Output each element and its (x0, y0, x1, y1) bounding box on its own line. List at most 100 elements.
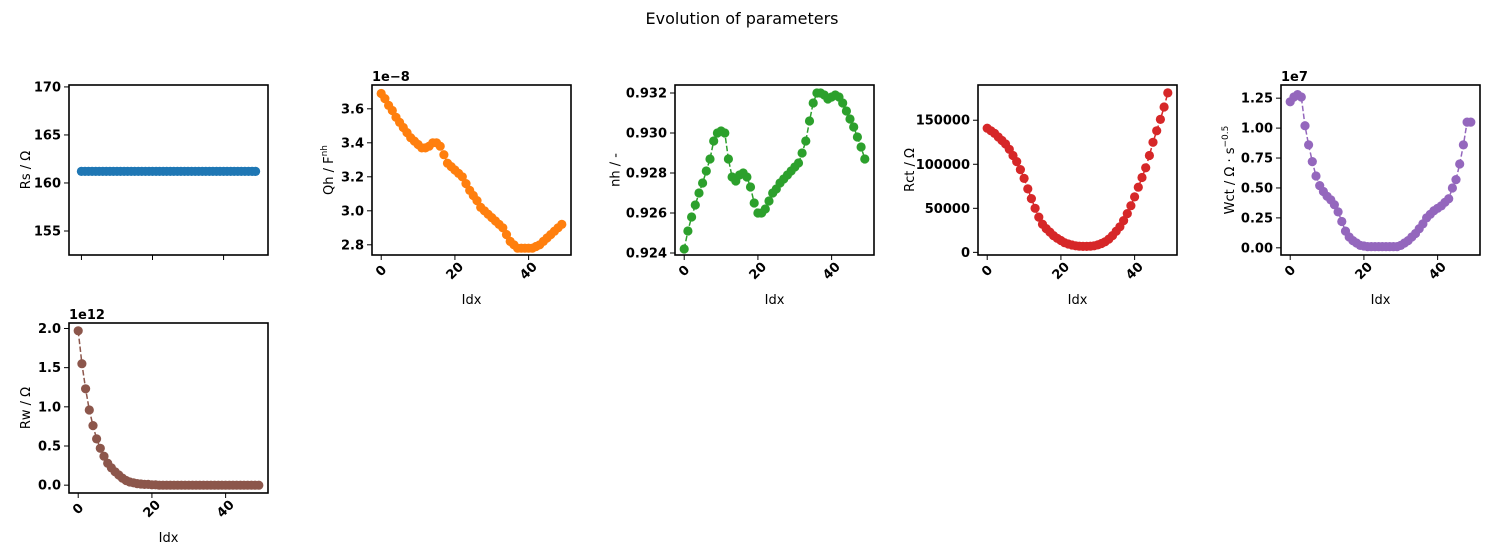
data-point (1026, 194, 1036, 204)
data-point (1458, 140, 1468, 150)
y-tick-label: 0.932 (626, 87, 667, 102)
data-point (1304, 140, 1314, 150)
y-tick-label: 1.5 (38, 361, 61, 376)
figure-title: Evolution of parameters (646, 9, 839, 28)
y-tick-label: 3.2 (341, 170, 364, 185)
x-tick-label: 40 (820, 260, 843, 283)
x-axis-label: Idx (765, 293, 785, 308)
y-tick-label: 155 (34, 224, 61, 239)
data-point (1333, 207, 1343, 217)
y-tick-label: 150000 (916, 114, 970, 129)
series-line-wct (1289, 93, 1471, 248)
data-point (679, 244, 689, 254)
y-axis-label: Rct / Ω (903, 148, 918, 192)
x-tick-label: 0 (373, 263, 390, 280)
data-point (254, 480, 264, 490)
series-line-rct (986, 92, 1169, 248)
axis-offset-text: 1e12 (69, 308, 105, 323)
data-point (1034, 212, 1044, 222)
y-tick-label: 0.50 (1241, 181, 1273, 196)
y-tick-label: 0.930 (626, 127, 667, 142)
data-point (1451, 175, 1461, 185)
subplots: 155 160 165 170 Rs / Ω 2.8 3.0 3.2 3.4 3.6 0 20 40 Id… (19, 70, 1481, 546)
data-point (92, 434, 102, 444)
data-point (472, 196, 482, 206)
x-axis-label: Idx (462, 293, 482, 308)
data-point (1296, 92, 1306, 102)
data-point (81, 384, 91, 394)
subplot-qh: 2.8 3.0 3.2 3.4 3.6 0 20 40 Idx Qh / Fnh 1e−8 (320, 70, 572, 308)
data-point (690, 200, 700, 210)
data-point (1119, 216, 1129, 226)
data-point (709, 136, 719, 146)
y-tick-label: 0.928 (626, 167, 667, 182)
data-point (701, 166, 711, 176)
data-point (838, 98, 848, 108)
data-point (1141, 163, 1151, 173)
y-tick-label: 0.5 (38, 439, 61, 454)
axes-frame (371, 84, 572, 256)
data-point (1455, 159, 1465, 169)
x-tick-label: 20 (1353, 260, 1376, 283)
data-point (793, 158, 804, 168)
y-tick-label: 0.00 (1241, 241, 1273, 256)
data-point (1444, 194, 1454, 204)
data-point (1130, 192, 1140, 202)
data-point (1126, 201, 1136, 211)
data-point (1300, 121, 1310, 131)
y-tick-label: 3.0 (341, 204, 364, 219)
y-axis-label-text: Rs / Ω (19, 151, 34, 189)
y-axis-label-superscript: nh (320, 145, 330, 156)
data-point (380, 94, 390, 104)
y-tick-label: 100000 (916, 158, 970, 173)
x-tick-label: 40 (1426, 260, 1449, 283)
data-point (251, 166, 261, 176)
y-tick-label: 0 (961, 246, 970, 261)
x-axis-label: Idx (1068, 293, 1088, 308)
y-axis-label: nh / - (609, 153, 624, 187)
data-point (1163, 88, 1173, 98)
y-axis-label-superscript: −0.5 (1221, 126, 1231, 148)
data-point (435, 141, 445, 151)
subplot-rw: 0.0 0.5 1.0 1.5 2.0 0 20 40 Idx Rw / Ω 1e12 (19, 308, 269, 546)
data-point (852, 132, 863, 142)
x-axis-label: Idx (1371, 293, 1391, 308)
data-point (745, 182, 756, 192)
x-tick-label: 0 (676, 263, 693, 280)
data-point (845, 114, 855, 124)
y-tick-label: 0.25 (1241, 211, 1273, 226)
data-point (687, 212, 697, 222)
data-point (1337, 216, 1347, 227)
data-point (457, 172, 467, 182)
data-point (77, 359, 87, 369)
data-point (856, 142, 866, 152)
y-tick-label: 50000 (925, 202, 970, 217)
x-tick-label: 0 (1282, 263, 1299, 280)
y-tick-label: 165 (34, 128, 61, 143)
x-tick-label: 40 (214, 498, 237, 521)
data-point (1155, 114, 1165, 124)
y-tick-label: 3.6 (341, 102, 364, 117)
data-point (1311, 171, 1321, 181)
axes-frame (68, 84, 269, 256)
y-axis-label-text: Rct / Ω (903, 148, 918, 192)
data-point (1152, 126, 1162, 136)
y-axis-label: Wct / Ω · s−0.5 (1221, 126, 1238, 215)
data-point (705, 154, 715, 164)
y-axis-label-text: Rw / Ω (19, 387, 34, 429)
y-tick-label: 2.0 (38, 322, 61, 337)
data-point (1144, 150, 1154, 161)
data-point (439, 150, 449, 160)
y-tick-label: 3.4 (341, 136, 364, 151)
data-point (1159, 102, 1169, 112)
subplot-rs: 155 160 165 170 Rs / Ω (19, 80, 269, 260)
data-point (498, 223, 508, 233)
data-point (698, 178, 708, 188)
y-tick-label: 0.926 (626, 207, 667, 222)
subplot-wct: 0.00 0.25 0.50 0.75 1.00 1.25 0 20 40 Idx Wct / Ω … (1221, 70, 1481, 308)
y-axis-label: Rs / Ω (19, 151, 34, 189)
data-point (742, 172, 752, 182)
y-tick-label: 0.0 (38, 479, 61, 494)
y-tick-label: 2.8 (341, 238, 364, 253)
data-point (808, 98, 818, 108)
